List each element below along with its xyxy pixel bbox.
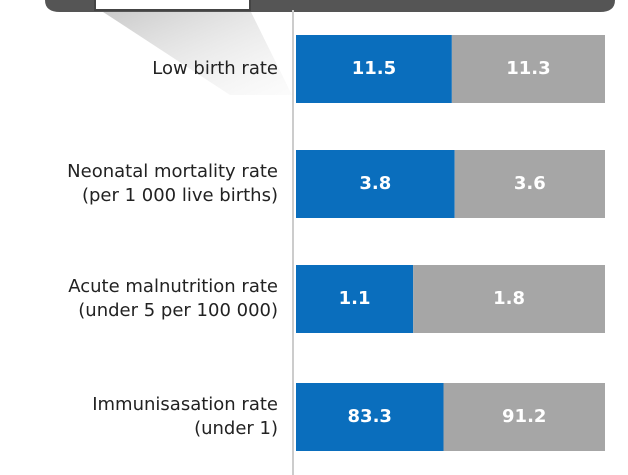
value-label: 3.6 (514, 173, 546, 194)
category-label: Low birth rate (152, 58, 278, 79)
category-label: (per 1 000 live births) (82, 185, 278, 206)
bar-segment (454, 150, 605, 218)
category-label: Neonatal mortality rate (67, 161, 278, 182)
category-label: (under 1) (194, 418, 278, 439)
category-label: (under 5 per 100 000) (78, 300, 278, 321)
bar-segment (451, 35, 605, 103)
bar-segment (296, 150, 455, 218)
value-label: 91.2 (502, 406, 546, 427)
decoration-shadow (100, 10, 292, 95)
bar-segment (296, 383, 444, 451)
category-label: Acute malnutrition rate (68, 276, 278, 297)
header-tab (94, 0, 251, 11)
bar-segment (296, 265, 414, 333)
value-label: 3.8 (359, 173, 391, 194)
bar-segment (443, 383, 605, 451)
value-label: 11.5 (352, 58, 396, 79)
value-label: 1.1 (339, 288, 371, 309)
value-label: 11.3 (506, 58, 550, 79)
category-label: Immunisasation rate (92, 394, 278, 415)
bar-segment (296, 35, 452, 103)
value-label: 1.8 (493, 288, 525, 309)
value-label: 83.3 (348, 406, 392, 427)
bar-segment (413, 265, 605, 333)
